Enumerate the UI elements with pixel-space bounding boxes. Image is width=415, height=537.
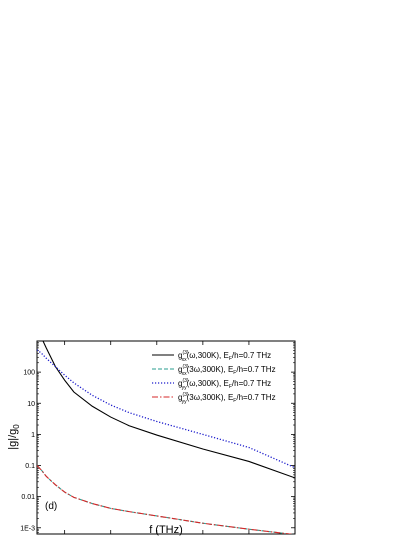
legend-entry-1-sup: (3) xyxy=(182,350,188,356)
legend-entry-3-tail: /h=0.7 THz xyxy=(232,379,271,388)
legend-entry-2-sub2: F xyxy=(233,370,236,376)
y-axis-title: |g|/g0 xyxy=(7,424,21,450)
panel-label: (d) xyxy=(45,501,57,512)
y-tick-label: 0.01 xyxy=(21,494,35,501)
x-axis-title: f (THz) xyxy=(149,524,183,536)
legend-entry-3-sup: (3) xyxy=(182,378,188,384)
legend-entry-4: g(3) yy(3ω,300K), EF/h=0.7 THz xyxy=(178,392,276,405)
legend-entry-3-g: g xyxy=(178,379,182,388)
legend-entry-4-g: g xyxy=(178,393,182,402)
legend-entry-4-tail: /h=0.7 THz xyxy=(236,393,275,402)
y-tick-label: 10 xyxy=(27,401,35,408)
legend-entry-4-sup: (3) xyxy=(182,392,188,398)
y-tick-label: 1 xyxy=(31,432,35,439)
legend-entry-2: g(3) xx(3ω,300K), EF/h=0.7 THz xyxy=(178,364,276,377)
legend-entry-3-sub: yy xyxy=(182,385,188,391)
legend-entry-2-g: g xyxy=(178,365,182,374)
legend-entry-1-tail: /h=0.7 THz xyxy=(232,351,271,360)
legend-entry-3: g(3) yy(ω,300K), EF/h=0.7 THz xyxy=(178,378,271,391)
y-tick-label: 1E-3 xyxy=(20,525,35,532)
y-tick-label: 0.1 xyxy=(25,463,35,470)
legend-entry-1-rest: (ω,300K), E xyxy=(187,351,229,360)
y-tick-label: 100 xyxy=(23,370,35,377)
series-line-1 xyxy=(42,341,295,479)
y-axis-title-sub: 0 xyxy=(12,424,21,429)
legend-entry-4-sub: yy xyxy=(182,399,188,405)
legend-entry-3-rest: (ω,300K), E xyxy=(187,379,229,388)
series-line-4 xyxy=(37,465,294,534)
legend-entry-3-sub2: F xyxy=(229,384,232,390)
legend-entry-1-sub2: F xyxy=(229,356,232,362)
legend-entry-2-sup: (3) xyxy=(182,364,188,370)
legend-entry-1-g: g xyxy=(178,351,182,360)
series-line-3 xyxy=(37,349,295,469)
legend-entry-2-rest: (3ω,300K), E xyxy=(187,365,234,374)
legend-entry-4-sub2: F xyxy=(233,398,236,404)
legend-entry-2-tail: /h=0.7 THz xyxy=(236,365,275,374)
legend-entry-4-rest: (3ω,300K), E xyxy=(187,393,234,402)
y-axis-title-main: |g|/g xyxy=(7,429,19,450)
legend-entry-1-sub: xx xyxy=(182,357,188,363)
svg-text:|g|/g0: |g|/g0 xyxy=(7,424,21,450)
legend-entry-2-sub: xx xyxy=(182,371,188,377)
legend-entry-1: g(3) xx(ω,300K), EF/h=0.7 THz xyxy=(178,350,271,363)
